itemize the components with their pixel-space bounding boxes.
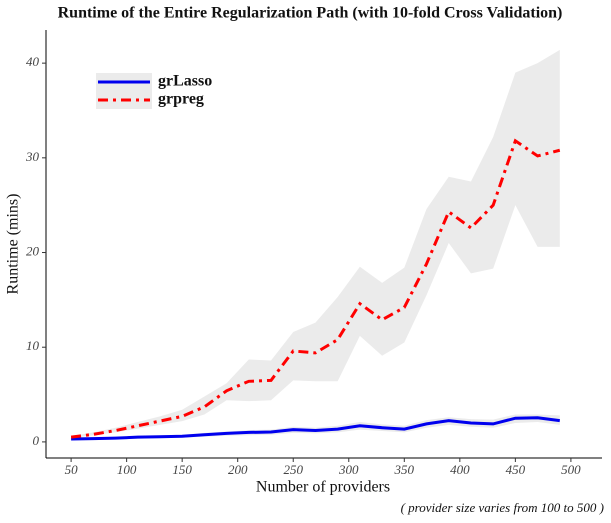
legend-label: grpreg bbox=[158, 91, 204, 108]
legend-label: grLasso bbox=[158, 73, 212, 90]
x-tick-label: 250 bbox=[283, 462, 303, 477]
series-line bbox=[71, 416, 560, 441]
x-tick-label: 300 bbox=[338, 462, 359, 477]
x-tick-label: 50 bbox=[65, 462, 79, 477]
x-tick-label: 200 bbox=[228, 462, 248, 477]
x-axis-label: Number of providers bbox=[256, 479, 390, 496]
y-tick-label: 30 bbox=[25, 149, 40, 164]
chart-title: Runtime of the Entire Regularization Pat… bbox=[58, 5, 563, 22]
y-tick-label: 40 bbox=[26, 54, 40, 69]
series-line bbox=[70, 138, 561, 439]
y-tick-label: 20 bbox=[26, 244, 40, 259]
x-tick-label: 350 bbox=[394, 462, 415, 477]
y-axis-label: Runtime (mins) bbox=[5, 194, 22, 295]
x-tick-label: 100 bbox=[117, 462, 137, 477]
y-tick-label: 10 bbox=[26, 338, 40, 353]
x-tick-label: 150 bbox=[172, 462, 192, 477]
x-tick-label: 450 bbox=[506, 462, 526, 477]
confidence-band bbox=[71, 49, 560, 439]
caption: ( provider size varies from 100 to 500 ) bbox=[401, 500, 604, 515]
x-tick-label: 400 bbox=[450, 462, 470, 477]
x-tick-label: 500 bbox=[561, 462, 581, 477]
y-tick-label: 0 bbox=[33, 433, 40, 448]
